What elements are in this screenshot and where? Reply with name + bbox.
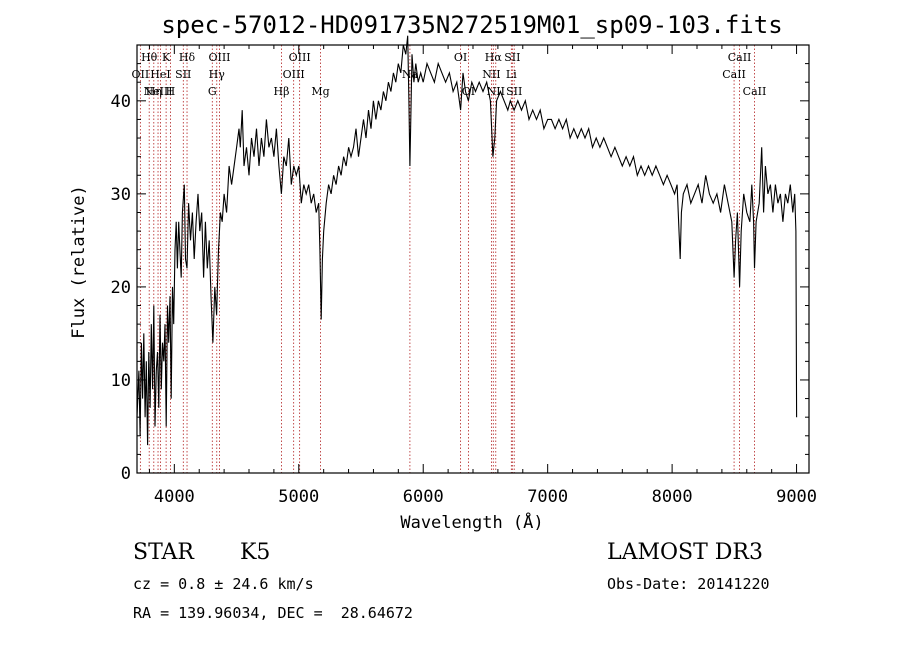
line-label: Hη [146, 85, 162, 98]
line-label: CaII [728, 51, 752, 64]
line-label: Hγ [209, 68, 226, 81]
object-type: STAR [133, 540, 194, 565]
line-label: Na [402, 68, 419, 81]
y-tick-label: 20 [111, 278, 131, 298]
line-label: HeI [150, 68, 170, 81]
y-tick-label: 30 [111, 185, 131, 205]
x-tick-label: 4000 [154, 487, 195, 507]
y-tick-label: 0 [121, 464, 131, 484]
line-label: NII [482, 68, 500, 81]
line-label: Hα [485, 51, 503, 64]
line-label: OI [462, 85, 475, 98]
line-label: SII [504, 51, 520, 64]
survey-name: LAMOST DR3 [607, 540, 763, 565]
y-axis-label: Flux (relative) [69, 185, 89, 339]
line-label: Hθ [141, 51, 158, 64]
line-label: Li [506, 68, 517, 81]
line-label: NII [487, 85, 505, 98]
x-tick-label: 8000 [652, 487, 693, 507]
y-axis: 0 10 20 30 40 [111, 44, 809, 484]
x-tick-label: 7000 [527, 487, 568, 507]
line-label: SII [506, 85, 522, 98]
line-label: OII [132, 68, 150, 81]
y-tick-label: 10 [111, 371, 131, 391]
x-tick-label: 5000 [278, 487, 319, 507]
line-label: CaII [743, 85, 767, 98]
y-tick-label: 40 [111, 92, 131, 112]
line-label: OIII [289, 51, 311, 64]
line-label: Mg [311, 85, 329, 98]
line-label: Hδ [179, 51, 196, 64]
x-axis-label: Wavelength (Å) [400, 511, 543, 533]
spectral-line-markers [139, 45, 755, 473]
line-label: Hβ [274, 85, 290, 98]
line-label: H [166, 85, 176, 98]
line-label: K [162, 51, 171, 64]
x-tick-label: 9000 [776, 487, 817, 507]
chart-title: spec-57012-HD091735N272519M01_sp09-103.f… [161, 11, 782, 39]
subclass: K5 [240, 540, 271, 565]
redshift-cz: cz = 0.8 ± 24.6 km/s [133, 575, 314, 593]
line-label: OIII [283, 68, 305, 81]
plot-frame [136, 44, 810, 474]
line-label: G [208, 85, 217, 98]
observation-date: Obs-Date: 20141220 [607, 575, 770, 593]
spectrum-series [136, 35, 798, 446]
line-label: OIII [208, 51, 230, 64]
line-label: CaII [722, 68, 746, 81]
line-label: SII [175, 68, 191, 81]
x-tick-label: 6000 [403, 487, 444, 507]
coordinates: RA = 139.96034, DEC = 28.64672 [133, 604, 413, 622]
x-axis: 4000 5000 6000 7000 8000 9000 [148, 45, 817, 507]
line-label: NeIII [143, 85, 172, 98]
line-label: OI [454, 51, 467, 64]
